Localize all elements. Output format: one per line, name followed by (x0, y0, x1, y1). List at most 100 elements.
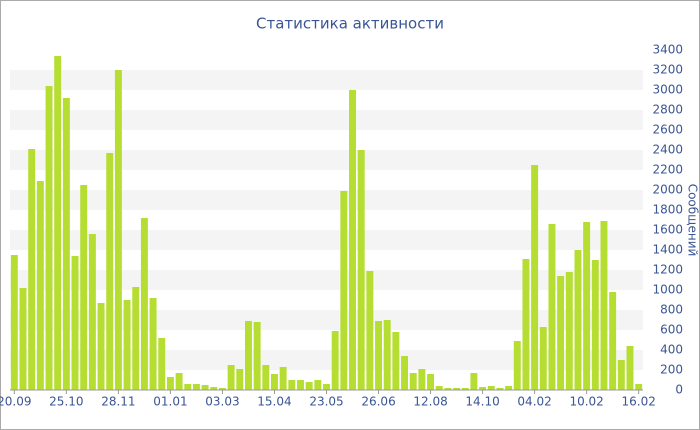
x-tick-label: 28.11 (101, 395, 135, 409)
bar (340, 191, 348, 390)
bar (54, 56, 62, 390)
y-tick-label: 1200 (652, 263, 683, 277)
chart-title: Статистика активности (256, 15, 444, 33)
bar (166, 377, 174, 390)
bar (253, 322, 261, 390)
x-tick-label: 20.09 (0, 395, 32, 409)
grid-band (10, 290, 643, 310)
y-tick-label: 1800 (652, 203, 683, 217)
bar (600, 221, 608, 390)
bar (62, 98, 70, 390)
y-tick-label: 2000 (652, 183, 683, 197)
bar (114, 70, 122, 390)
bar (36, 181, 44, 390)
bar (453, 388, 461, 390)
x-tick-label: 04.02 (517, 395, 551, 409)
grid-band (10, 130, 643, 150)
grid-band (10, 250, 643, 270)
x-tick-label: 26.06 (361, 395, 395, 409)
bar (218, 388, 226, 390)
bar (297, 380, 304, 390)
grid-band (10, 50, 643, 70)
bar (427, 374, 435, 390)
bar (28, 149, 36, 390)
grid-band (10, 150, 643, 170)
bar (305, 382, 313, 390)
bar (522, 259, 530, 390)
y-tick-label: 2800 (652, 103, 683, 117)
bar (314, 380, 322, 390)
y-tick-label: 2600 (652, 123, 683, 137)
grid-band (10, 350, 643, 370)
bar (19, 288, 27, 390)
bar (392, 332, 400, 390)
x-tick-label: 16.02 (621, 395, 655, 409)
x-tick-label: 15.04 (257, 395, 291, 409)
y-tick-label: 1000 (652, 283, 683, 297)
grid-band (10, 310, 643, 330)
y-tick-label: 2200 (652, 163, 683, 177)
y-axis-title: Сообщений (686, 184, 700, 257)
bar (487, 386, 495, 390)
bar (409, 373, 417, 390)
y-tick-label: 800 (660, 303, 683, 317)
bar (80, 185, 88, 390)
x-tick-label: 01.01 (153, 395, 187, 409)
bar (496, 388, 504, 390)
bar (366, 271, 374, 390)
grid-band (10, 110, 643, 130)
bar (418, 369, 426, 390)
bar (591, 260, 599, 390)
x-tick-label: 23.05 (309, 395, 343, 409)
bar (505, 386, 513, 390)
x-tick-label: 12.08 (413, 395, 447, 409)
bar (349, 90, 356, 390)
x-tick-label: 14.10 (465, 395, 499, 409)
grid-band (10, 190, 643, 210)
bar (583, 222, 591, 390)
y-tick-label: 400 (660, 343, 683, 357)
bar (323, 384, 330, 390)
bar (227, 365, 235, 390)
bar (88, 234, 96, 390)
bar (401, 356, 409, 390)
y-tick-label: 3200 (652, 63, 683, 77)
bar (201, 385, 209, 390)
bar (557, 276, 565, 390)
bar (609, 292, 617, 390)
x-tick-label: 10.02 (569, 395, 603, 409)
bar (244, 321, 252, 390)
bar (279, 367, 287, 390)
grid-band (10, 330, 643, 350)
grid-band (10, 210, 643, 230)
bar (626, 346, 634, 390)
bar (271, 374, 278, 390)
bar (479, 387, 487, 390)
grid-band (10, 270, 643, 290)
y-tick-label: 200 (660, 363, 683, 377)
y-tick-label: 0 (675, 383, 683, 397)
y-tick-label: 600 (660, 323, 683, 337)
grid-band (10, 230, 643, 250)
x-tick-label: 03.03 (205, 395, 239, 409)
grid-band (10, 170, 643, 190)
bar (149, 298, 157, 390)
bar (548, 224, 556, 390)
bar (175, 373, 183, 390)
bar (539, 327, 547, 390)
bar (574, 250, 582, 390)
y-tick-label: 1600 (652, 223, 683, 237)
bar (132, 287, 140, 390)
bar (45, 86, 53, 390)
bar (192, 384, 200, 390)
bar (513, 341, 521, 390)
y-tick-label: 1400 (652, 243, 683, 257)
grid-band (10, 90, 643, 110)
bar (71, 256, 79, 390)
bar (531, 165, 539, 390)
bar (461, 388, 469, 390)
bar (617, 360, 625, 390)
bar (123, 300, 131, 390)
y-tick-label: 3400 (652, 43, 683, 57)
